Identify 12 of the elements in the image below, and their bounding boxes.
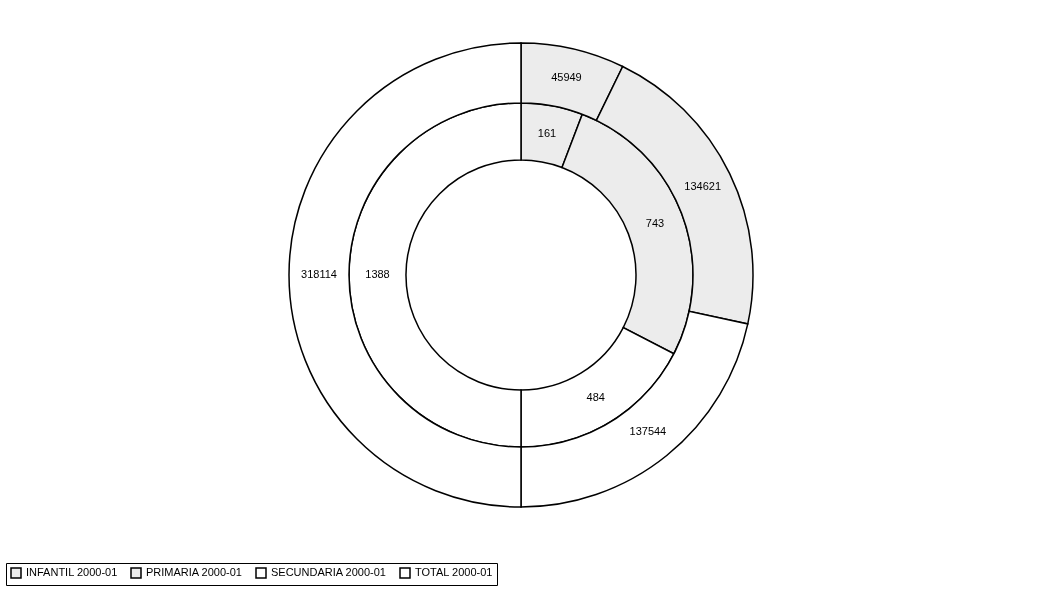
data-label: 134621: [684, 179, 722, 192]
data-label: 161: [537, 126, 557, 139]
legend-label: SECUNDARIA 2000-01: [271, 566, 386, 578]
data-label: 743: [645, 216, 665, 229]
data-label: 45949: [551, 71, 582, 84]
legend-label: INFANTIL 2000-01: [26, 566, 118, 578]
data-label: 318114: [301, 268, 337, 280]
legend-label: PRIMARIA 2000-01: [146, 566, 242, 578]
data-label: 484: [586, 390, 605, 403]
data-label: 137544: [629, 425, 667, 438]
data-label: 1388: [365, 268, 390, 280]
legend-label: TOTAL 2000-01: [415, 566, 493, 578]
